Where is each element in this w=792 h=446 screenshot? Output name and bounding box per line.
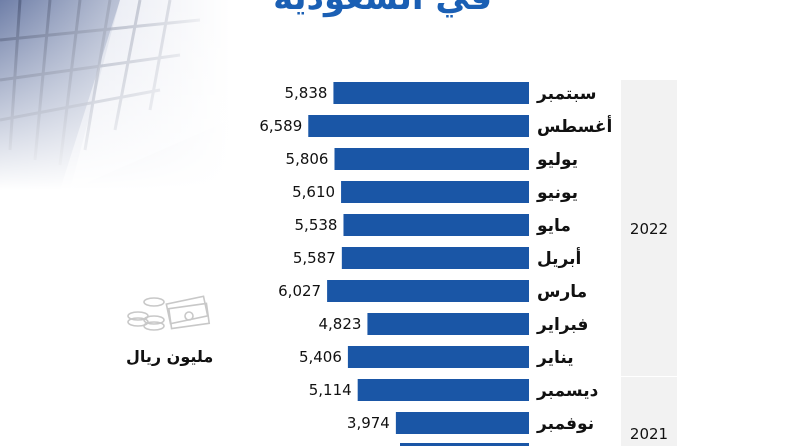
bar-2 <box>334 148 529 170</box>
year-label-2022: 2022 <box>630 220 668 238</box>
bar-5 <box>341 247 529 269</box>
value-label-9: 5,114 <box>309 381 352 399</box>
category-label-8: يناير <box>536 348 574 368</box>
category-label-10: نوفمبر <box>536 414 594 434</box>
category-label-1: أغسطس <box>537 115 612 137</box>
bar-3 <box>341 181 529 203</box>
value-label-8: 5,406 <box>299 348 342 366</box>
bar-9 <box>357 379 529 401</box>
year-box-2022 <box>621 80 677 376</box>
unit-label: مليون ريال <box>126 347 214 366</box>
year-groups: 2022 2021 <box>621 80 677 446</box>
value-label-6: 6,027 <box>278 282 321 300</box>
year-label-2021: 2021 <box>630 425 668 443</box>
bar-7 <box>367 313 529 335</box>
bar-0 <box>333 82 529 104</box>
category-label-2: يوليو <box>536 150 578 170</box>
value-label-4: 5,538 <box>295 216 338 234</box>
value-label-7: 4,823 <box>318 315 361 333</box>
category-label-5: أبريل <box>537 247 581 269</box>
category-label-6: مارس <box>537 282 587 302</box>
category-label-3: يونيو <box>536 183 578 203</box>
bar-8 <box>347 346 529 368</box>
bar-1 <box>308 115 529 137</box>
bar-cut-off <box>400 443 529 446</box>
value-label-5: 5,587 <box>293 249 336 267</box>
bars: 5,838 سبتمبر 6,589 أغسطس 5,806 يوليو 5,610 يوني… <box>259 82 612 446</box>
building-photo <box>0 0 230 190</box>
value-label-0: 5,838 <box>284 84 327 102</box>
category-label-0: سبتمبر <box>536 84 597 104</box>
category-label-7: فبراير <box>536 315 588 335</box>
bar-10 <box>395 412 529 434</box>
year-box-2021 <box>621 377 677 446</box>
category-label-9: ديسمبر <box>536 381 599 401</box>
bar-6 <box>327 280 529 302</box>
money-stack-icon <box>127 295 211 331</box>
chart-title: في السعودية <box>273 0 492 18</box>
value-label-10: 3,974 <box>347 414 390 432</box>
value-label-1: 6,589 <box>259 117 302 135</box>
category-label-4: مايو <box>536 216 571 236</box>
value-label-3: 5,610 <box>292 183 335 201</box>
value-label-2: 5,806 <box>286 150 329 168</box>
bar-4 <box>343 214 529 236</box>
